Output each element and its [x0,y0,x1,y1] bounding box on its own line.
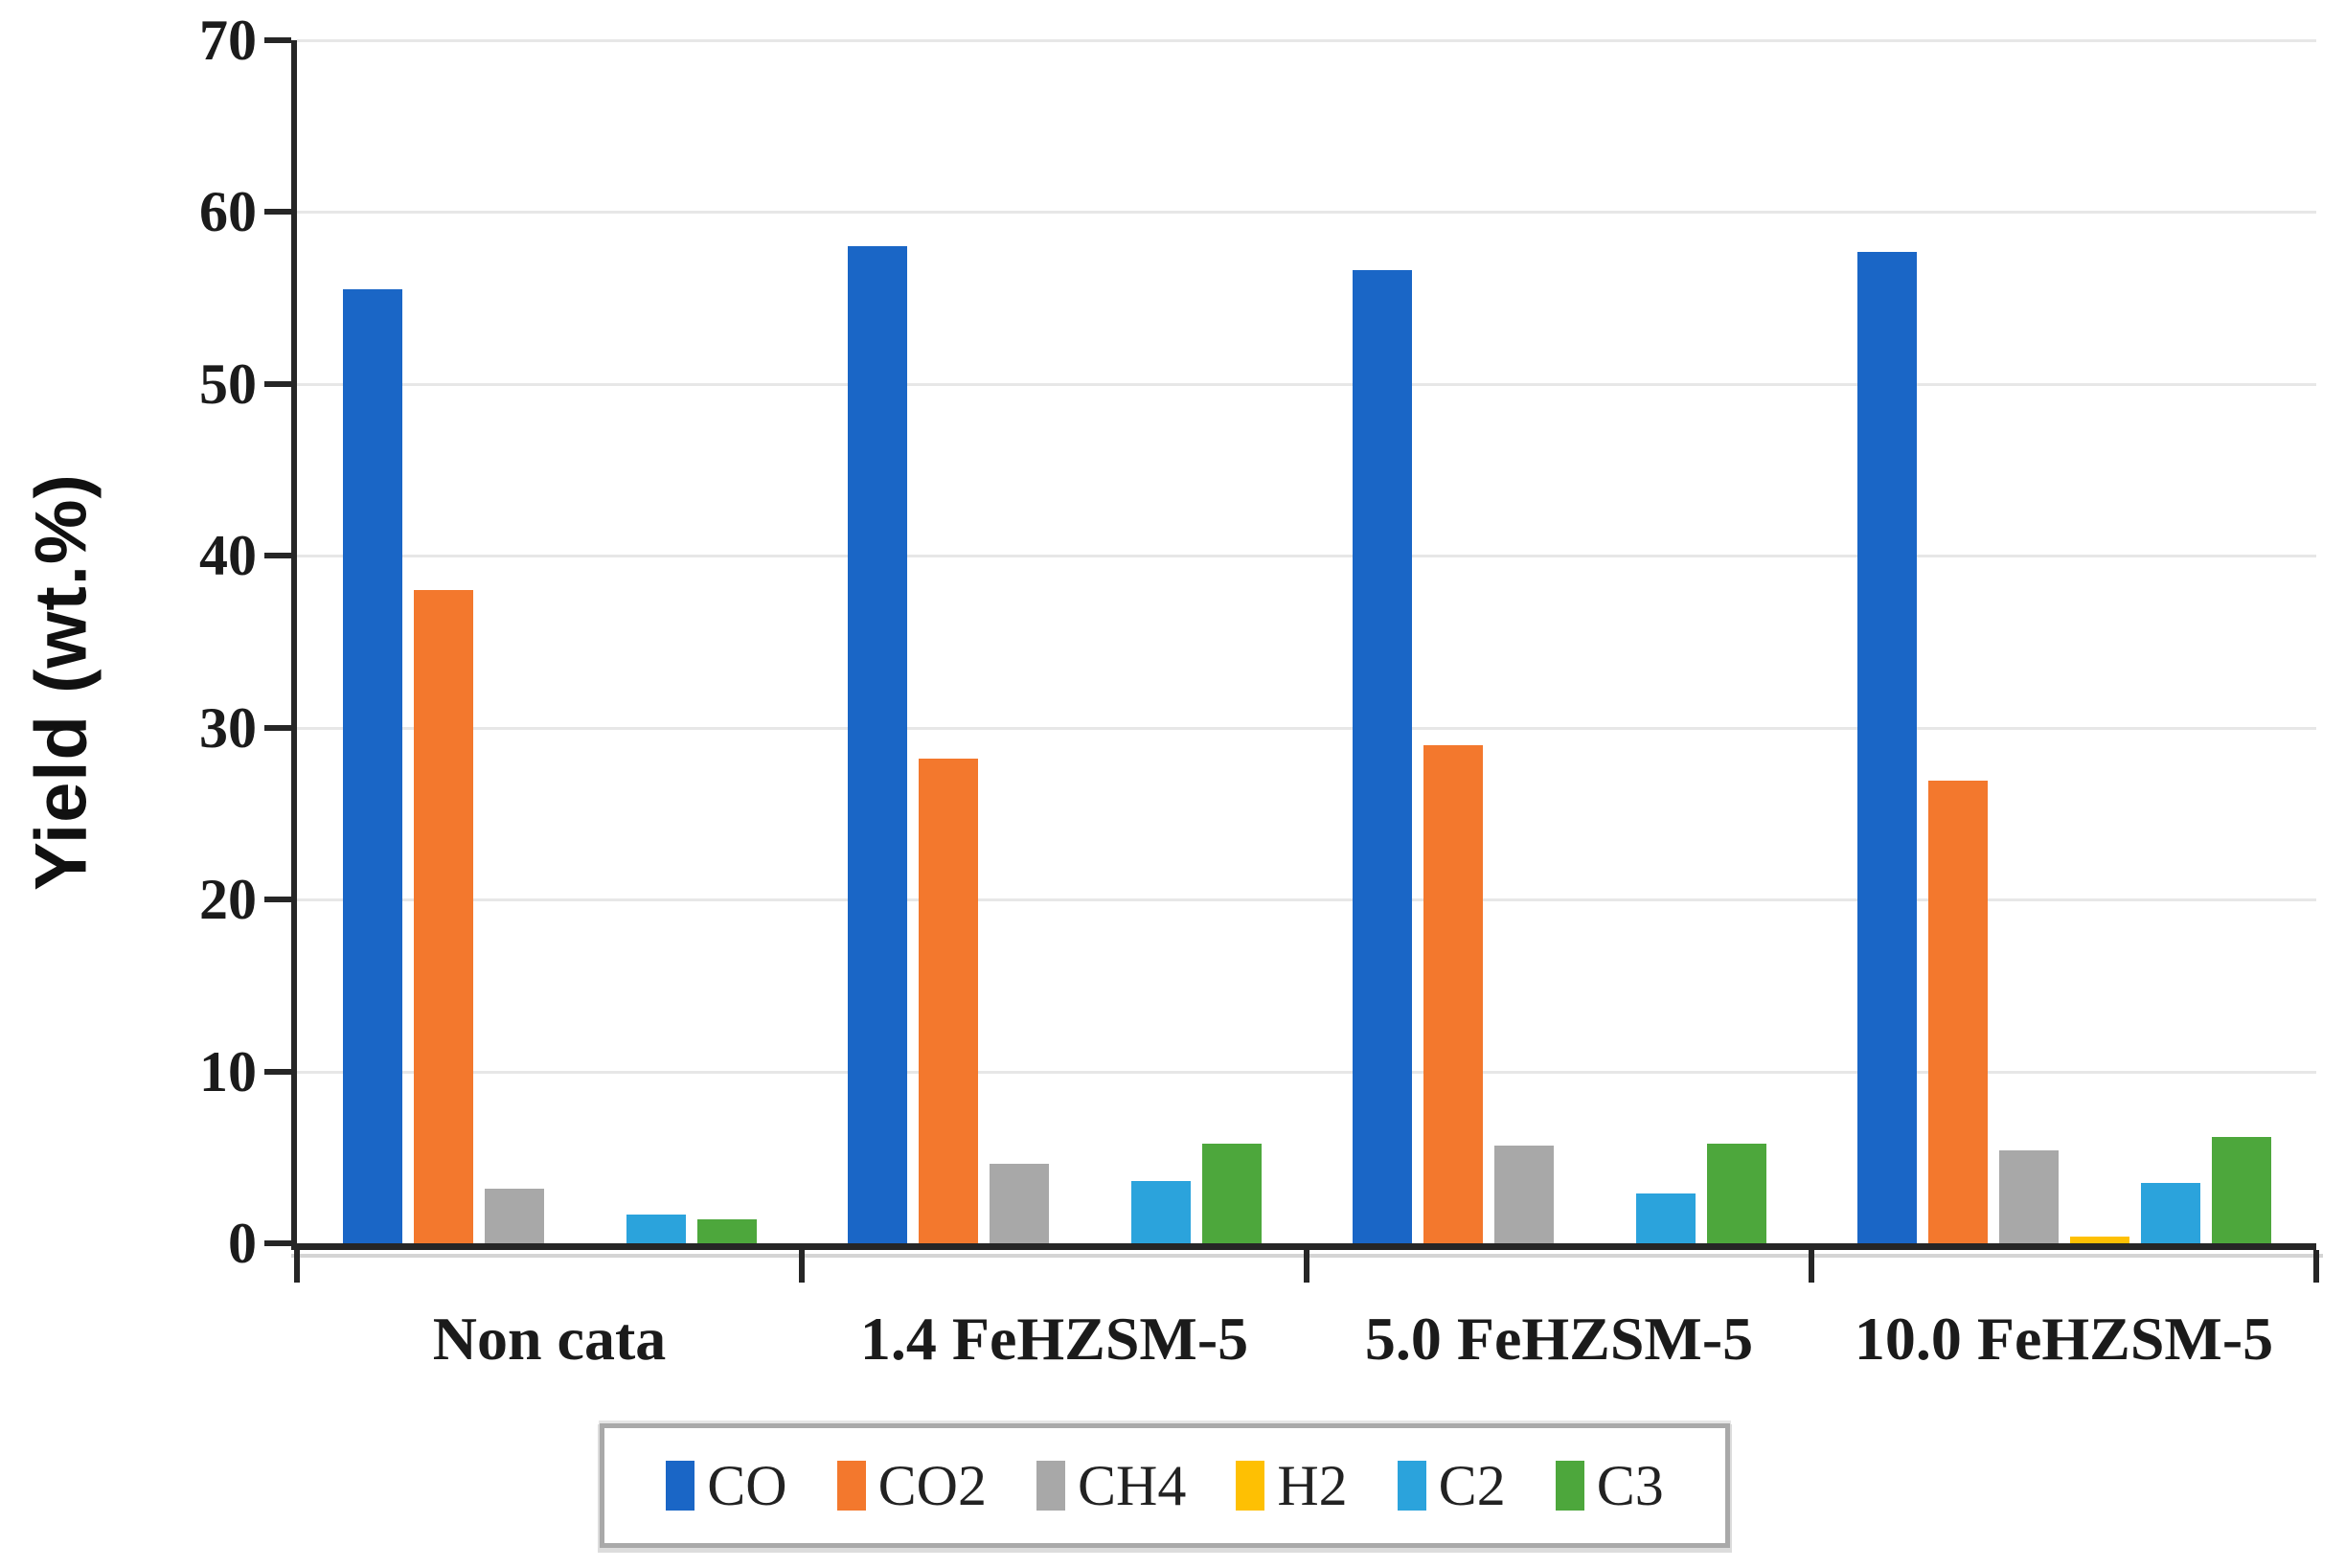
bar-co-1 [342,289,402,1243]
legend-label: CO [707,1454,787,1517]
y-tick-mark [264,1240,291,1246]
x-category-label: 5.0 FeHZSM-5 [1364,1305,1754,1373]
legend-label: CO2 [877,1454,987,1517]
x-category-label: Non cata [432,1305,667,1373]
legend-label: CH4 [1077,1454,1187,1517]
bar-co-4 [1856,251,1917,1243]
bar-co2-4 [1927,781,1988,1243]
bar-c2-2 [1130,1181,1191,1243]
legend-item-c3: C3 [1555,1454,1664,1517]
x-tick-mark [1809,1250,1814,1283]
gridline [297,726,2316,730]
bar-h2-4 [2069,1236,2129,1243]
legend-item-ch4: CH4 [1036,1457,1186,1514]
legend-label: C2 [1438,1454,1506,1517]
bar-group-1.4-fehzsm-5 [802,40,1307,1243]
bar-c3-3 [1706,1143,1766,1243]
y-tick-mark [264,209,291,216]
plot-area [291,39,2316,1250]
legend-swatch-h2 [1236,1461,1265,1511]
y-tick-label: 10 [199,1039,257,1103]
gridline [297,898,2316,902]
legend-item-co2: CO2 [836,1454,987,1517]
gridline [297,211,2316,215]
y-tick-label: 60 [199,180,257,244]
bar-c2-4 [2140,1183,2200,1243]
bar-c3-2 [1201,1143,1262,1243]
y-tick-mark [264,37,291,43]
bar-co2-3 [1423,744,1483,1243]
y-tick-label: 50 [199,352,257,416]
legend-swatch-c2 [1397,1461,1426,1511]
gridline [297,1070,2316,1074]
legend-item-co: CO [666,1454,787,1517]
bar-ch4-4 [1998,1150,2059,1243]
bar-c2-1 [626,1214,686,1243]
legend-item-h2: H2 [1236,1454,1348,1517]
bar-ch4-3 [1493,1145,1554,1243]
y-tick-mark [264,897,291,903]
legend-swatch-c3 [1555,1461,1584,1511]
y-tick-label: 0 [228,1212,257,1275]
y-tick-mark [264,1068,291,1075]
bar-co2-2 [918,759,978,1243]
legend-swatch-ch4 [1036,1461,1065,1511]
y-tick-mark [264,724,291,731]
legend-label: C3 [1596,1454,1664,1517]
bar-group-5.0-fehzsm-5 [1307,40,1811,1243]
y-tick-label: 40 [199,524,257,588]
bar-c2-3 [1635,1193,1696,1243]
bar-group-non-cata [297,40,802,1243]
bar-ch4-1 [484,1188,544,1243]
y-tick-mark [264,380,291,387]
bar-ch4-2 [989,1164,1049,1243]
legend-swatch-co [666,1461,695,1511]
bar-c3-4 [2211,1136,2271,1243]
x-category-label: 1.4 FeHZSM-5 [859,1305,1249,1373]
x-tick-mark [799,1250,805,1283]
y-tick-label: 20 [199,868,257,932]
x-tick-mark [2313,1250,2319,1283]
legend-swatch-co2 [836,1461,866,1511]
legend-label: H2 [1277,1454,1348,1517]
chart-legend: CO CO2 CH4 H2 C2 C3 [600,1423,1730,1548]
bar-group-10.0-fehzsm-5 [1811,40,2316,1243]
gridline [297,555,2316,558]
gridline [297,382,2316,386]
gridline [297,39,2316,42]
bar-c3-1 [696,1218,757,1243]
x-tick-mark [294,1250,300,1283]
x-tick-mark [1304,1250,1309,1283]
bar-co2-1 [413,590,473,1243]
y-tick-mark [264,553,291,559]
legend-item-c2: C2 [1397,1454,1506,1517]
y-tick-label: 70 [199,9,257,72]
y-tick-label: 30 [199,695,257,760]
x-category-label: 10.0 FeHZSM-5 [1854,1305,2274,1373]
bar-co-2 [847,246,907,1243]
bar-co-3 [1352,270,1412,1243]
